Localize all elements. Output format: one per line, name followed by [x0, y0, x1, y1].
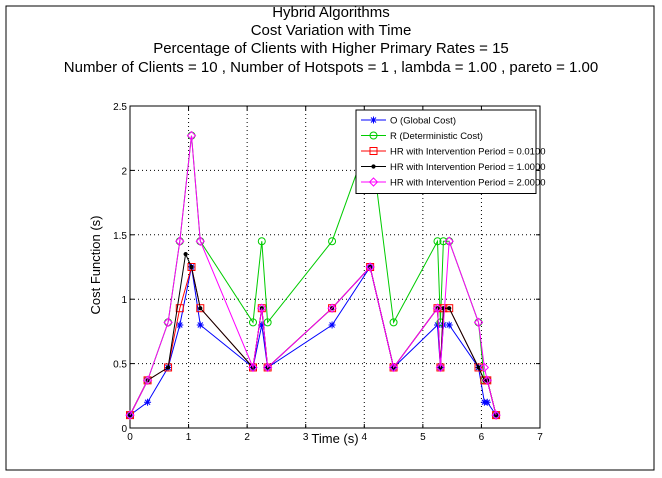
data-point: [262, 362, 273, 373]
data-point: [175, 304, 184, 313]
data-point: [249, 318, 257, 327]
y-tick-label: 1: [121, 295, 127, 306]
y-tick-label: 1.5: [113, 231, 127, 242]
data-point: [142, 375, 153, 386]
legend-label: HR with Intervention Period = 1.0000: [390, 162, 546, 173]
data-point: [483, 398, 491, 406]
x-tick-label: 2: [244, 432, 250, 443]
legend-marker: [368, 177, 379, 187]
x-tick-label: 1: [186, 432, 192, 443]
data-point: [439, 237, 448, 246]
x-axis-label: Time (s): [311, 431, 358, 446]
data-point: [183, 252, 188, 257]
chart-title-line-1: Hybrid Algorithms: [272, 4, 390, 21]
data-point: [257, 303, 267, 313]
data-point: [196, 321, 204, 329]
chart-title-line-3: Percentage of Clients with Higher Primar…: [153, 40, 509, 57]
data-point: [365, 262, 375, 272]
legend-label: R (Deterministic Cost): [390, 131, 483, 142]
data-point: [473, 317, 484, 328]
series-4: [125, 130, 501, 420]
x-tick-label: 0: [127, 432, 133, 443]
data-point: [164, 363, 173, 372]
x-tick-label: 5: [420, 432, 426, 443]
data-point: [257, 237, 266, 246]
legend-marker: [370, 116, 377, 124]
data-point: [165, 365, 171, 370]
x-tick-label: 3: [303, 432, 309, 443]
data-point: [189, 264, 194, 270]
series-layer: [125, 130, 501, 420]
data-point: [263, 318, 272, 327]
axes-box: [129, 105, 541, 429]
data-point: [479, 362, 490, 373]
data-point: [144, 398, 152, 406]
data-point: [175, 236, 185, 246]
series-3: [127, 252, 499, 418]
series-line: [129, 265, 497, 416]
legend-marker: [369, 131, 378, 140]
data-point: [444, 236, 454, 246]
data-point: [433, 237, 442, 246]
data-point: [388, 362, 399, 373]
data-point: [328, 321, 336, 329]
legend-box: [355, 109, 537, 194]
data-point: [187, 263, 196, 271]
chart-title-line-2: Cost Variation with Time: [250, 22, 412, 39]
data-point: [389, 318, 398, 327]
y-tick-label: 2.5: [113, 102, 127, 113]
x-tick-label: 7: [537, 432, 543, 443]
y-tick-label: 0.5: [113, 360, 127, 371]
data-point: [491, 410, 501, 420]
chart-title-line-4: Number of Clients = 10 , Number of Hotsp…: [63, 59, 599, 76]
legend-marker: [371, 164, 376, 169]
data-point: [176, 321, 184, 329]
data-point: [248, 362, 258, 373]
data-point: [476, 365, 481, 370]
legend-marker: [369, 147, 378, 155]
data-point: [432, 303, 443, 313]
series-line: [129, 135, 497, 416]
data-point: [125, 410, 135, 420]
legend-label: O (Global Cost): [390, 116, 456, 127]
y-axis-label: Cost Function (s): [88, 216, 103, 315]
data-point: [163, 317, 173, 328]
data-point: [258, 321, 266, 329]
data-point: [195, 236, 205, 246]
data-point: [435, 362, 446, 373]
legend: O (Global Cost) R (Deterministic Cost) HR …: [355, 109, 546, 194]
y-tick-label: 0: [121, 424, 127, 435]
data-point: [328, 237, 337, 246]
data-point: [482, 375, 492, 386]
data-point: [196, 304, 205, 313]
data-point: [198, 306, 203, 311]
data-point: [327, 303, 337, 313]
data-point: [186, 130, 197, 141]
legend-label: HR with Intervention Period = 0.0100: [390, 147, 546, 158]
data-point: [445, 321, 453, 329]
axes-layer: 0 1 2 3 4 5 6 7 0 0.5 1 1.5 2 2.5: [113, 102, 543, 443]
y-tick-label: 2: [121, 166, 127, 177]
data-point: [474, 363, 483, 372]
data-point: [447, 306, 452, 311]
x-tick-label: 4: [362, 432, 368, 443]
legend-label: HR with Intervention Period = 2.0000: [390, 178, 546, 189]
x-tick-label: 6: [479, 432, 485, 443]
figure-border: [5, 5, 655, 471]
